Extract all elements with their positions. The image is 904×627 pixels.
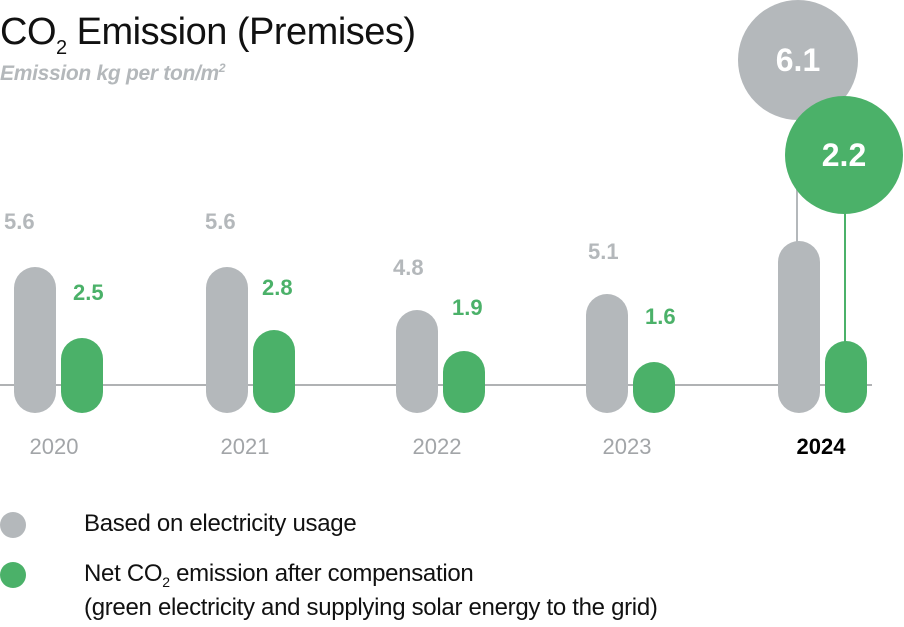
label-2020-net: 2.5 [73,280,104,305]
bar-2023-electricity [586,294,628,413]
bar-2022-net [443,351,485,413]
year-2020: 2020 [29,434,79,459]
label-2021-electricity: 5.6 [205,209,236,234]
bar-2020-electricity [14,267,56,413]
legend-dot-electricity [0,512,26,538]
year-2022: 2022 [412,434,462,459]
bar-2021-net [253,330,295,413]
label-2023-net: 1.6 [645,304,676,329]
bar-2024-electricity [778,241,820,413]
label-2021-net: 2.8 [262,275,293,300]
label-2020-electricity: 5.6 [4,209,35,234]
label-2022-electricity: 4.8 [393,255,424,280]
bubble-2024-net: 2.2 [785,96,903,214]
bar-2020-net [61,338,103,413]
legend-label-net-detail: (green electricity and supplying solar e… [84,594,658,621]
bar-2023-net [633,362,675,413]
bar-2024-net [825,341,867,413]
legend-dot-net [0,562,26,588]
legend-label-electricity: Based on electricity usage [84,510,357,537]
label-2022-net: 1.9 [452,295,483,320]
legend-label-net: Net CO2 emission after compensation [84,560,474,590]
year-2021: 2021 [220,434,270,459]
bar-2021-electricity [206,267,248,413]
year-2023: 2023 [602,434,652,459]
label-2023-electricity: 5.1 [588,239,619,264]
chart-title: CO2 Emission (Premises) [0,11,416,59]
bar-2022-electricity [396,310,438,413]
stem-2024-net [844,200,846,345]
year-2024: 2024 [796,434,846,459]
chart-subtitle: Emission kg per ton/m2 [0,61,226,85]
